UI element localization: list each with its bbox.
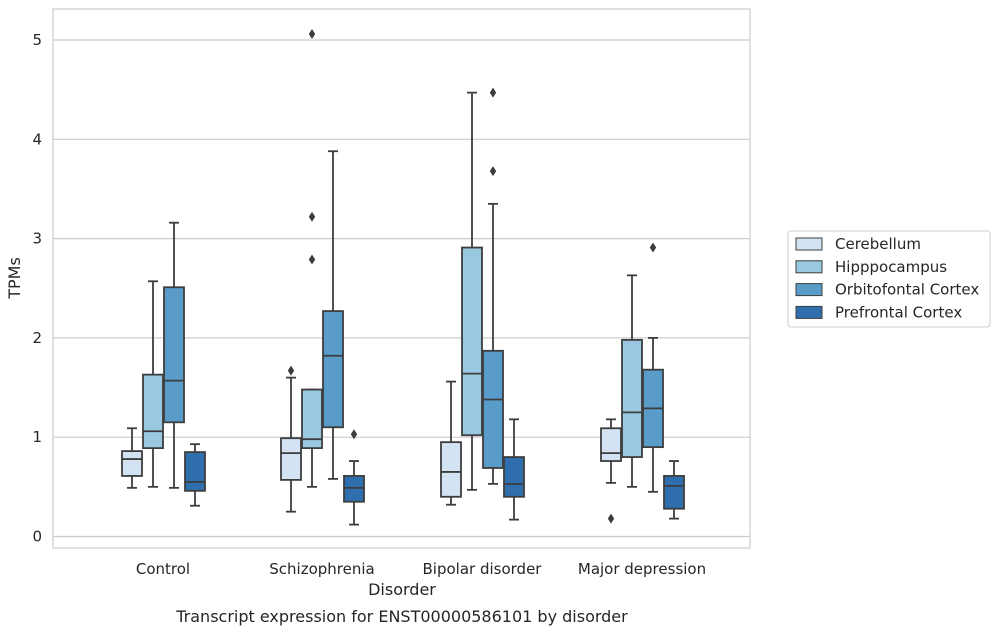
- legend-swatch: [795, 305, 823, 319]
- x-tick-label: Major depression: [578, 560, 706, 578]
- box-3-0: [600, 418, 622, 524]
- outlier-point: [308, 211, 316, 222]
- x-tick-label: Control: [136, 560, 190, 578]
- box: [322, 310, 344, 429]
- outlier-point: [607, 513, 615, 524]
- plot-area: [52, 8, 751, 549]
- box-series: [121, 29, 685, 526]
- x-axis-label: Disorder: [368, 580, 436, 599]
- box-1-0: [280, 365, 302, 513]
- legend-label: Orbitofontal Cortex: [835, 281, 979, 299]
- box-0-2: [163, 221, 185, 489]
- legend-label: Hipppocampus: [835, 258, 947, 276]
- box: [440, 441, 462, 498]
- box-3-2: [642, 242, 664, 493]
- box: [280, 437, 302, 481]
- box: [301, 388, 323, 450]
- box-0-3: [184, 443, 206, 507]
- legend-frame: [787, 230, 991, 328]
- y-tick-labels: 0 1 2 3 4 5: [32, 31, 42, 546]
- outlier-point: [308, 29, 316, 40]
- legend-swatch: [795, 237, 823, 251]
- box-1-1: [301, 29, 323, 488]
- legend: Cerebellum Hipppocampus Orbitofontal Corte…: [787, 230, 991, 328]
- y-tick-label: 0: [32, 528, 42, 546]
- outlier-point: [489, 87, 497, 98]
- box: [482, 349, 504, 469]
- box-2-0: [440, 380, 462, 506]
- legend-label: Prefrontal Cortex: [835, 303, 962, 321]
- y-axis-label: TPMs: [5, 257, 24, 300]
- box: [600, 427, 622, 462]
- outlier-point: [489, 166, 497, 177]
- box: [503, 456, 525, 498]
- legend-label: Cerebellum: [835, 235, 921, 253]
- y-tick-label: 1: [32, 428, 42, 446]
- y-tick-label: 2: [32, 329, 42, 347]
- box-2-3: [503, 418, 525, 521]
- box: [621, 338, 643, 458]
- box-0-0: [121, 427, 143, 489]
- outlier-point: [308, 254, 316, 265]
- box-3-1: [621, 274, 643, 488]
- box-1-3: [343, 429, 365, 526]
- box: [163, 286, 185, 424]
- outlier-point: [649, 242, 657, 253]
- box: [142, 373, 164, 450]
- y-tick-label: 5: [32, 31, 42, 49]
- box-1-2: [322, 150, 344, 480]
- box: [663, 475, 685, 510]
- box-2-2: [482, 87, 504, 485]
- y-tick-label: 4: [32, 130, 42, 148]
- figure-caption: Transcript expression for ENST0000058610…: [175, 607, 628, 626]
- x-tick-label: Bipolar disorder: [423, 560, 543, 578]
- outlier-point: [350, 429, 358, 440]
- legend-swatch: [795, 283, 823, 297]
- legend-swatch: [795, 260, 823, 274]
- box: [184, 451, 206, 492]
- box-0-1: [142, 280, 164, 488]
- box: [461, 246, 483, 437]
- box-2-1: [461, 91, 483, 491]
- x-tick-label: Schizophrenia: [269, 560, 374, 578]
- box-3-3: [663, 460, 685, 520]
- box: [121, 450, 143, 477]
- box: [343, 475, 365, 503]
- outlier-point: [287, 365, 295, 376]
- y-tick-label: 3: [32, 230, 42, 248]
- x-tick-labels: Control Schizophrenia Bipolar disorder Majo…: [136, 560, 706, 578]
